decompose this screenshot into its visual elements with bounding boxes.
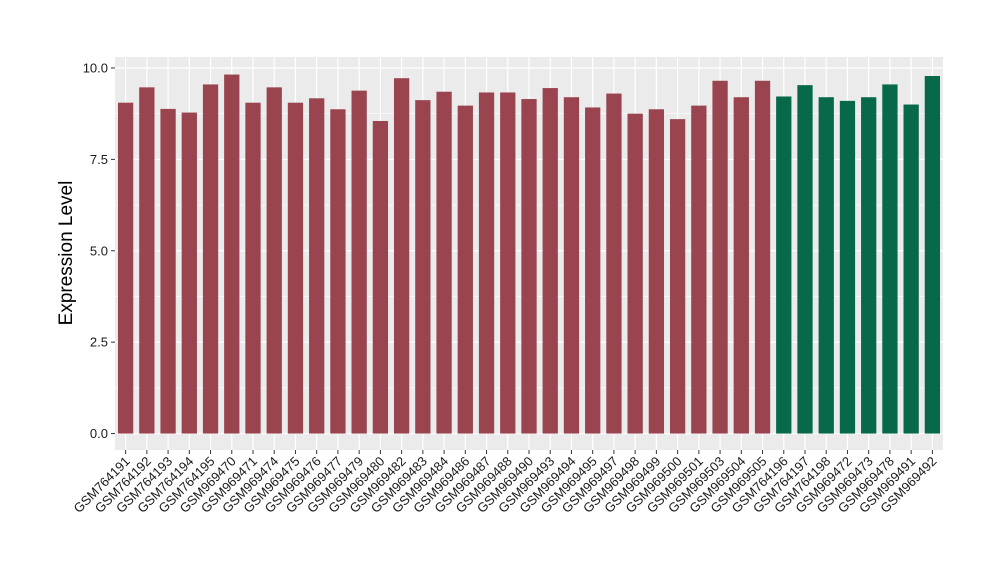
bar [733,97,749,434]
y-tick-label: 0.0 [90,426,108,441]
bar [287,102,304,434]
bar [478,92,495,434]
bar [415,100,431,434]
bar [776,96,792,434]
bar [436,91,452,434]
y-tick-label: 7.5 [90,152,108,167]
bar [691,105,707,434]
bar [606,93,622,434]
y-axis-ticks: 0.0 2.5 5.0 7.5 10.0 [83,60,115,441]
bar [393,78,410,434]
bar [754,80,771,434]
y-tick-label: 5.0 [90,243,108,258]
bar [351,90,367,434]
bar [160,108,176,434]
bar [585,107,601,434]
bar [563,97,580,434]
bar [309,98,325,434]
bar [330,109,346,434]
bar [542,88,558,434]
bars [117,74,941,434]
y-tick-label: 10.0 [83,60,108,75]
y-axis-title: Expression Level [56,181,77,326]
bar [266,87,282,434]
bar [797,85,813,434]
bar [181,112,197,434]
bar [500,92,516,434]
bar [818,97,834,434]
bar [903,104,919,434]
y-tick-label: 2.5 [90,335,108,350]
x-axis-ticks: GSM764191GSM764192GSM764193GSM764194GSM7… [71,450,940,516]
bar [457,105,473,434]
bar [224,74,240,434]
bar [117,102,134,434]
bar [627,113,643,434]
bar [669,119,686,434]
bar [882,84,898,434]
bar [839,100,856,434]
bar [521,99,537,434]
bar [202,84,219,434]
bar [245,102,261,434]
bar [924,76,941,434]
bar [139,87,155,434]
bar [372,120,389,434]
bar [648,109,665,434]
bar [861,97,877,434]
bar [712,80,728,434]
